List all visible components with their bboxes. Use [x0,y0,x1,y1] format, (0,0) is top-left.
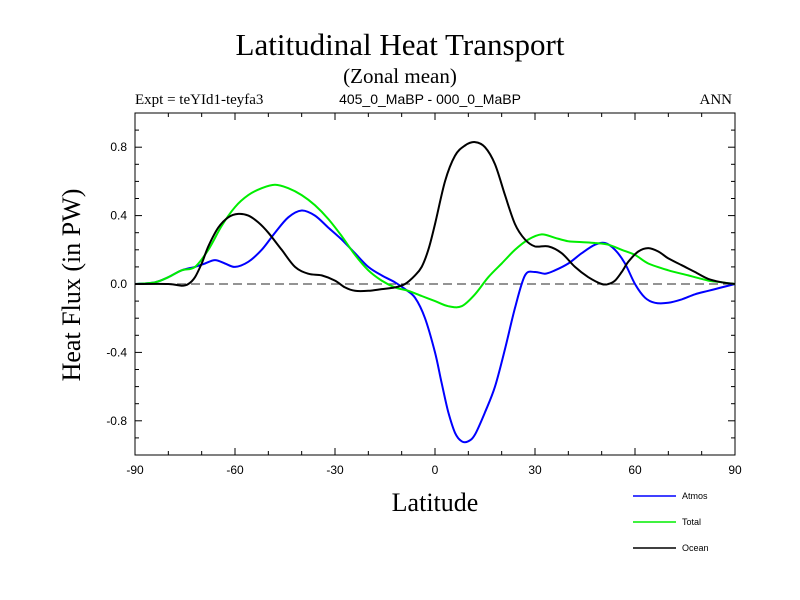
legend-label-ocean: Ocean [682,543,709,553]
x-tick-label: 90 [728,463,742,477]
y-tick-label: 0.8 [110,140,127,154]
y-tick-label: 0.4 [110,209,127,223]
x-tick-label: -90 [126,463,144,477]
series-line-total [134,183,736,309]
legend-label-total: Total [682,517,701,527]
x-tick-label: -30 [326,463,344,477]
season-label: ANN [699,92,733,108]
x-tick-label: 30 [528,463,542,477]
x-tick-label: -60 [226,463,244,477]
legend-label-atmos: Atmos [682,491,708,501]
x-axis-label: Latitude [391,488,479,517]
period-label: 405_0_MaBP - 000_0_MaBP [339,91,521,107]
experiment-label: Expt = teYId1-teyfa3 [135,92,264,108]
x-tick-label: 0 [432,463,439,477]
y-tick-label: -0.8 [106,414,127,428]
x-tick-label: 60 [628,463,642,477]
series-line-atmos [134,209,736,444]
y-tick-label: 0.0 [110,277,127,291]
series-line-ocean [134,141,736,293]
chart-subtitle: (Zonal mean) [343,64,457,88]
y-tick-label: -0.4 [106,345,127,359]
chart-title: Latitudinal Heat Transport [235,27,565,62]
